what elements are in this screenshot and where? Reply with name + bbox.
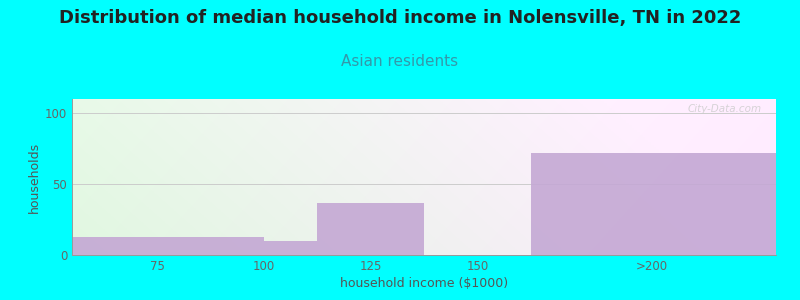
Text: Asian residents: Asian residents <box>342 54 458 69</box>
Bar <box>530 153 776 255</box>
Bar <box>72 237 264 255</box>
Y-axis label: households: households <box>28 141 41 213</box>
Text: Distribution of median household income in Nolensville, TN in 2022: Distribution of median household income … <box>59 9 741 27</box>
X-axis label: household income ($1000): household income ($1000) <box>340 277 508 290</box>
Bar <box>264 241 318 255</box>
Text: City-Data.com: City-Data.com <box>688 104 762 114</box>
Bar <box>318 202 424 255</box>
